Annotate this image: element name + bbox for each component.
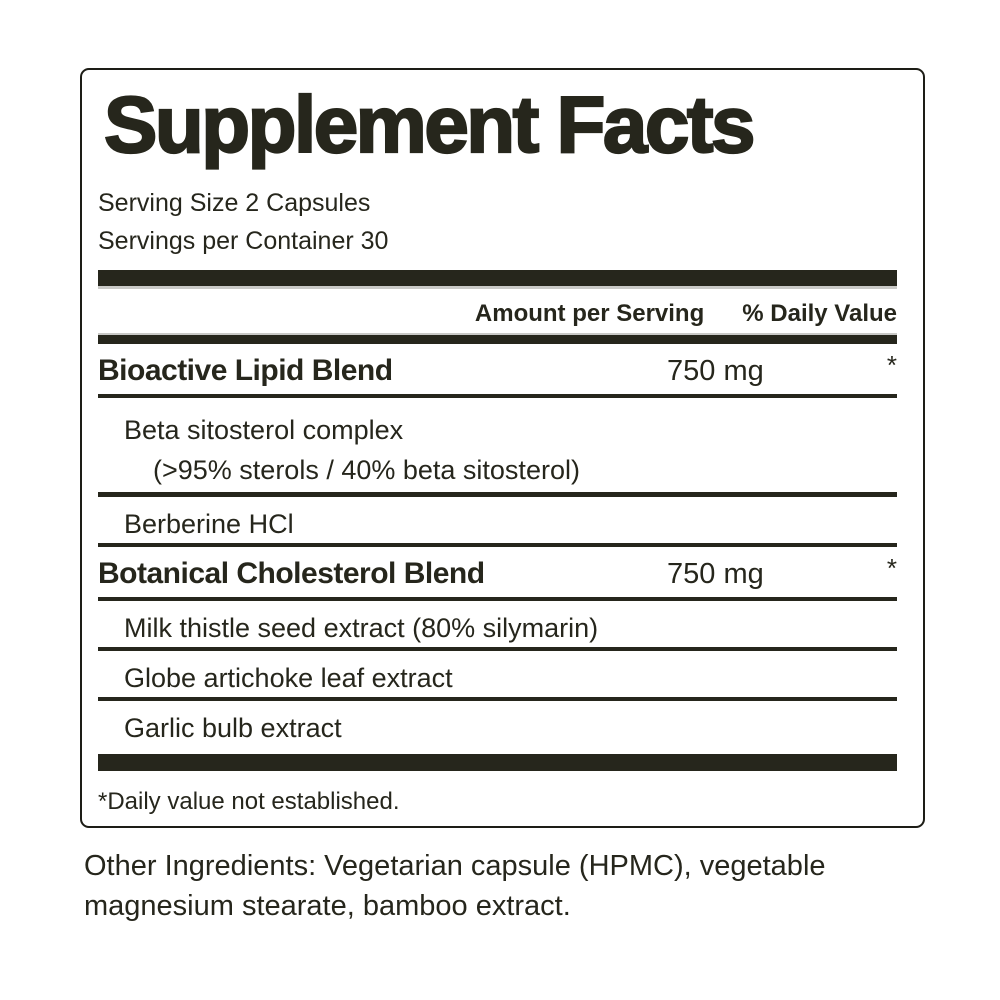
divider-rule — [98, 543, 897, 547]
ingredient-name: Beta sitosterol complex — [124, 415, 404, 445]
ingredient-name: Garlic bulb extract — [124, 713, 342, 743]
panel-title: Supplement Facts — [103, 80, 757, 169]
blend-name: Botanical Cholesterol Blend — [98, 557, 485, 590]
divider-rule — [98, 492, 897, 497]
ingredient-name: Milk thistle seed extract (80% silymarin… — [124, 613, 599, 643]
table-row-botanical-cholesterol-blend: Botanical Cholesterol Blend 750 mg * — [98, 547, 897, 597]
divider-rule — [98, 697, 897, 701]
table-row-bioactive-lipid-blend: Bioactive Lipid Blend 750 mg * — [98, 344, 897, 394]
daily-value-asterisk: * — [886, 350, 897, 380]
divider-rule — [98, 597, 897, 601]
serving-size: Serving Size 2 Capsules — [98, 189, 371, 217]
other-ingredients-line: magnesium stearate, bamboo extract. — [84, 890, 571, 922]
table-row-garlic-bulb: Garlic bulb extract — [98, 701, 897, 754]
blend-amount: 750 mg — [667, 355, 764, 387]
blend-name: Bioactive Lipid Blend — [98, 354, 393, 387]
divider-thick-bottom — [98, 754, 897, 771]
divider-medium — [98, 335, 897, 344]
ingredient-detail: (>95% sterols / 40% beta sitosterol) — [153, 455, 580, 485]
daily-value-footnote: *Daily value not established. — [98, 788, 400, 815]
other-ingredients-line: Other Ingredients: Vegetarian capsule (H… — [84, 850, 826, 882]
divider-thick-top — [98, 270, 897, 286]
supplement-facts-panel: Supplement Facts Serving Size 2 Capsules… — [80, 68, 925, 828]
daily-value-header: % Daily Value — [742, 300, 897, 327]
ingredient-name: Berberine HCl — [124, 509, 294, 539]
table-row-beta-sitosterol-complex: Beta sitosterol complex (>95% sterols / … — [98, 398, 897, 492]
divider-rule — [98, 394, 897, 398]
servings-per-container: Servings per Container 30 — [98, 227, 389, 255]
amount-per-serving-header: Amount per Serving — [474, 300, 705, 327]
divider-rule — [98, 647, 897, 651]
ingredient-name: Globe artichoke leaf extract — [124, 663, 453, 693]
column-headers: Amount per Serving % Daily Value — [98, 286, 897, 335]
table-row-globe-artichoke: Globe artichoke leaf extract — [98, 651, 897, 697]
table-row-milk-thistle: Milk thistle seed extract (80% silymarin… — [98, 601, 897, 647]
table-row-berberine-hcl: Berberine HCl — [98, 497, 897, 543]
daily-value-asterisk: * — [886, 553, 897, 583]
blend-amount: 750 mg — [667, 558, 764, 590]
other-ingredients: Other Ingredients: Vegetarian capsule (H… — [84, 846, 960, 926]
